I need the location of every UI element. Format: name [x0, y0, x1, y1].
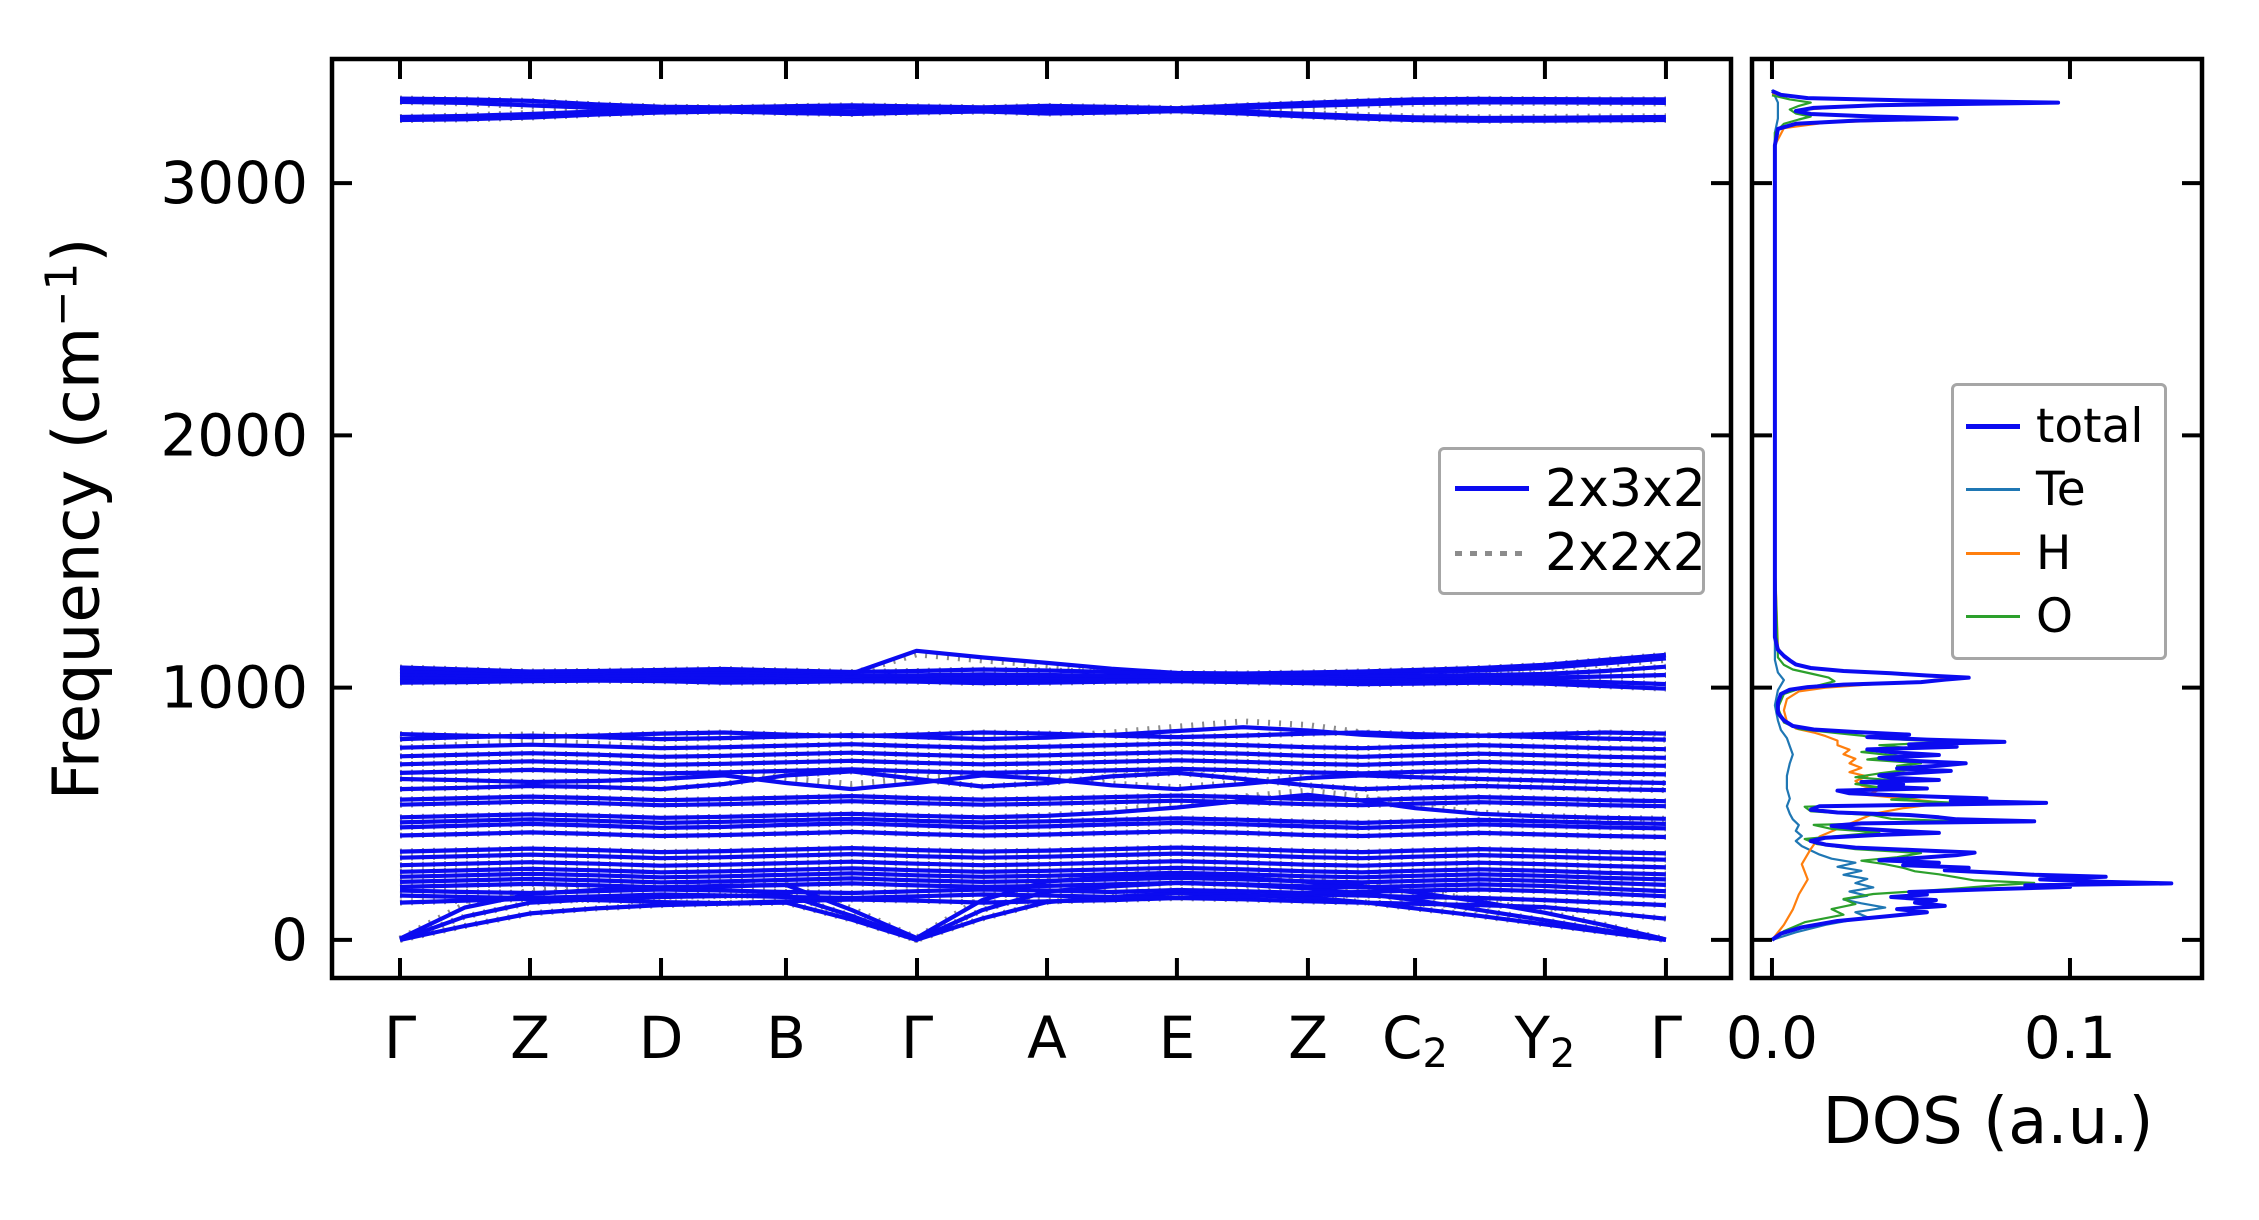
legend-item-o: O [1966, 593, 2152, 640]
band-line-solid [399, 845, 1666, 856]
band-line-solid [399, 859, 1666, 870]
band-line-solid [399, 865, 1666, 877]
solid-line-swatch [1455, 486, 1529, 492]
band-line-solid [399, 816, 1666, 826]
dos-panel-frame [1749, 56, 2205, 981]
kpoint-label: Γ [1650, 1004, 1682, 1072]
legend-label: Te [2036, 462, 2086, 518]
dos-x-axis-label: DOS (a.u.) [1822, 1085, 2154, 1159]
legend-item-h: H [1966, 530, 2152, 577]
h-line-swatch [1966, 551, 2020, 555]
y-axis-label: Frequency (cm−1) [37, 237, 115, 801]
band-line-solid [399, 750, 1666, 760]
band-line-solid [399, 880, 1666, 894]
band-line-solid [399, 895, 1667, 921]
band-line-solid [399, 652, 1667, 676]
kpoint-label: E [1159, 1004, 1196, 1072]
band-line-solid [399, 887, 1666, 899]
band-panel-frame [329, 56, 1734, 981]
kpoint-label: Z [1288, 1004, 1328, 1072]
kpoint-label: Γ [901, 1004, 933, 1072]
band-legend: 2x3x2 2x2x2 [1438, 447, 1706, 595]
band-line-solid [399, 99, 1666, 113]
kpoint-label: Γ [384, 1004, 416, 1072]
kpoint-label: Y2 [1513, 1004, 1575, 1077]
kpoint-label: B [766, 1004, 806, 1072]
legend-label: 2x3x2 [1545, 458, 1706, 519]
y-tick-label: 2000 [160, 401, 308, 469]
y-tick-label: 3000 [160, 149, 308, 217]
band-line-solid [399, 769, 1666, 793]
band-line-solid [399, 870, 1666, 882]
te-line-swatch [1966, 488, 2020, 492]
band-line-solid [399, 741, 1666, 752]
dos-x-tick-label: 0.1 [2024, 1004, 2116, 1072]
band-line-solid [399, 109, 1666, 123]
band-line-solid [399, 851, 1666, 862]
kpoint-label: C2 [1382, 1004, 1448, 1077]
legend-item-total: total [1966, 403, 2152, 450]
band-line-solid [399, 730, 1666, 740]
legend-item-2x3x2: 2x3x2 [1455, 463, 1706, 515]
kpoint-label: D [639, 1004, 684, 1072]
band-line-solid [399, 793, 1666, 804]
band-line-solid [399, 664, 1667, 679]
kpoint-label: Z [510, 1004, 550, 1072]
band-line-solid [399, 875, 1666, 887]
legend-label: O [2036, 589, 2073, 645]
band-line-solid [399, 792, 1666, 821]
y-tick-label: 0 [271, 906, 308, 974]
band-line-solid [399, 892, 1666, 908]
y-axis-label-superscript: −1 [37, 262, 88, 327]
y-tick-label: 1000 [160, 654, 308, 722]
band-line-solid [399, 829, 1666, 840]
legend-item-2x2x2: 2x2x2 [1455, 527, 1706, 579]
band-line-solid [399, 773, 1666, 792]
total-line-swatch [1966, 423, 2020, 429]
dos-curve-total [1770, 89, 2174, 942]
band-line-solid [399, 758, 1666, 768]
band-line-solid [399, 820, 1666, 831]
legend-label: 2x2x2 [1545, 523, 1706, 584]
legend-label: H [2036, 525, 2072, 581]
dotted-line-swatch [1455, 550, 1529, 556]
o-line-swatch [1966, 615, 2020, 619]
band-line-solid [399, 798, 1666, 809]
dos-legend: total Te H O [1951, 383, 2167, 660]
band-line-solid [399, 766, 1666, 777]
legend-label: total [2036, 398, 2144, 454]
dos-x-tick-label: 0.0 [1726, 1004, 1818, 1072]
legend-item-te: Te [1966, 466, 2152, 513]
band-line-dotted [398, 870, 1667, 943]
band-line-dotted [399, 651, 1667, 679]
kpoint-label: A [1027, 1004, 1067, 1072]
